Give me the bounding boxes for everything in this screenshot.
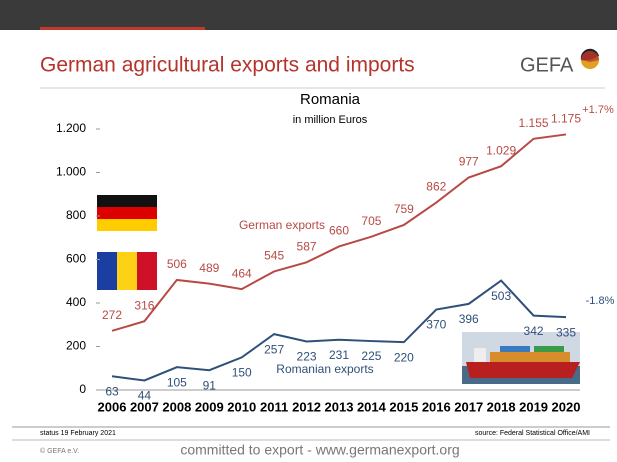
logo: GEFA [520,54,574,76]
x-tick-label: 2015 [389,399,418,414]
data-label: 63 [105,384,119,398]
data-label: 489 [199,261,219,275]
data-label: 1.175 [551,112,581,126]
data-label: 1.029 [486,143,516,157]
data-label: 370 [426,318,446,332]
change-label: +1.7% [582,104,614,116]
line-series [111,133,567,332]
y-tick-label: 600 [66,252,86,266]
flag-de [97,207,157,219]
x-tick-label: 2007 [130,399,159,414]
y-tick-label: 0 [79,382,86,396]
data-label: 464 [232,266,252,280]
data-label: 223 [297,350,317,364]
chart-subtitle: in million Euros [293,114,368,126]
data-label: 342 [524,324,544,338]
line-series [111,279,567,382]
flag-de [97,219,157,231]
data-label: 396 [459,312,479,326]
flag-ro [137,252,157,290]
data-label: 257 [264,342,284,356]
data-label: 503 [491,289,511,303]
y-tick-label: 800 [66,208,86,222]
data-label: 759 [394,202,414,216]
x-tick-label: 2018 [487,399,516,414]
y-tick-label: 1.200 [56,121,86,135]
slide-title: German agricultural exports and imports [40,54,415,77]
accent-bar [40,27,205,31]
logo-mark-part [581,51,599,62]
y-tick-label: 1.000 [56,165,86,179]
x-tick-label: 2010 [227,399,256,414]
copyright: © GEFA e.V. [40,447,79,455]
data-label: 1.155 [519,116,549,130]
x-tick-label: 2012 [292,399,321,414]
data-label: 545 [264,249,284,263]
y-tick-label: 400 [66,295,86,309]
x-tick-label: 2008 [162,399,191,414]
data-label: 977 [459,155,479,169]
data-label: 316 [134,298,154,312]
change-label: -1.8% [586,295,615,307]
flag-ro [97,252,117,290]
data-label: 335 [556,325,576,339]
data-label: 44 [138,389,152,403]
data-label: 506 [167,257,187,271]
flag-de [97,195,157,207]
data-label: 220 [394,350,414,364]
slogan: committed to export - www.germanexport.o… [180,442,459,458]
data-label: 91 [203,378,217,392]
series-label: German exports [239,218,325,232]
series-label: Romanian exports [276,362,373,376]
x-tick-label: 2006 [98,399,127,414]
x-tick-label: 2011 [260,399,288,414]
chart-title: Romania [300,91,361,108]
x-tick-label: 2013 [325,399,354,414]
source: source: Federal Statistical Office/AMI [475,430,590,437]
x-tick-label: 2019 [519,399,548,414]
status: status 19 February 2021 [40,430,116,437]
data-label: 150 [232,366,252,380]
flag-ro [117,252,137,290]
x-tick-label: 2017 [454,399,483,414]
data-label: 862 [426,180,446,194]
data-label: 587 [297,239,317,253]
data-label: 225 [361,349,381,363]
x-tick-label: 2016 [422,399,451,414]
data-label: 272 [102,308,122,322]
data-label: 660 [329,224,349,238]
data-label: 231 [329,348,349,362]
top-bar [0,0,617,30]
data-label: 705 [361,214,381,228]
x-tick-label: 2020 [552,399,581,414]
data-label: 105 [167,375,187,389]
x-tick-label: 2014 [357,399,387,414]
y-tick-label: 200 [66,339,86,353]
x-tick-label: 2009 [195,399,224,414]
ship-image [462,332,580,384]
